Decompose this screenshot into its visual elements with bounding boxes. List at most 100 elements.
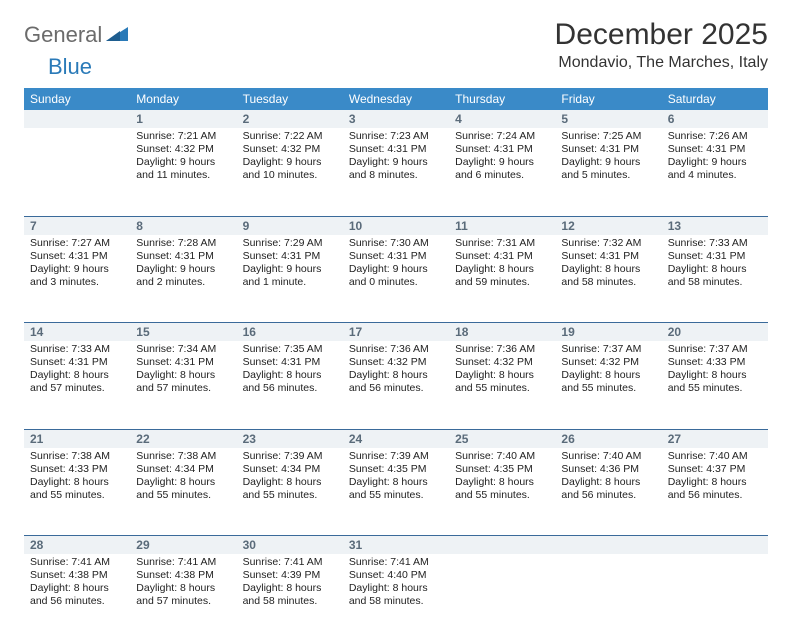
day-number: 26	[555, 430, 661, 448]
day-details: Sunrise: 7:33 AMSunset: 4:31 PMDaylight:…	[24, 341, 130, 400]
brand-text-blue: Blue	[48, 54, 92, 80]
week-row: Sunrise: 7:21 AMSunset: 4:32 PMDaylight:…	[24, 128, 768, 216]
day-cell: Sunrise: 7:36 AMSunset: 4:32 PMDaylight:…	[449, 341, 555, 429]
day-number: 29	[130, 536, 236, 554]
month-title: December 2025	[555, 18, 768, 52]
day-details: Sunrise: 7:41 AMSunset: 4:39 PMDaylight:…	[237, 554, 343, 613]
daynum-cell	[24, 110, 130, 128]
brand-text-general: General	[24, 22, 102, 48]
day-cell: Sunrise: 7:40 AMSunset: 4:36 PMDaylight:…	[555, 448, 661, 536]
day-details: Sunrise: 7:33 AMSunset: 4:31 PMDaylight:…	[662, 235, 768, 294]
daynum-row: 123456	[24, 110, 768, 128]
day-details: Sunrise: 7:36 AMSunset: 4:32 PMDaylight:…	[449, 341, 555, 400]
daynum-cell: 23	[237, 429, 343, 448]
daynum-row: 28293031	[24, 536, 768, 555]
day-details: Sunrise: 7:21 AMSunset: 4:32 PMDaylight:…	[130, 128, 236, 187]
week-row: Sunrise: 7:33 AMSunset: 4:31 PMDaylight:…	[24, 341, 768, 429]
daynum-cell: 8	[130, 216, 236, 235]
day-cell: Sunrise: 7:39 AMSunset: 4:35 PMDaylight:…	[343, 448, 449, 536]
day-details: Sunrise: 7:41 AMSunset: 4:40 PMDaylight:…	[343, 554, 449, 613]
day-number: 4	[449, 110, 555, 128]
weekday-header: Monday	[130, 88, 236, 110]
daynum-cell: 13	[662, 216, 768, 235]
day-details: Sunrise: 7:39 AMSunset: 4:35 PMDaylight:…	[343, 448, 449, 507]
day-number: 31	[343, 536, 449, 554]
daynum-cell: 27	[662, 429, 768, 448]
day-cell: Sunrise: 7:33 AMSunset: 4:31 PMDaylight:…	[662, 235, 768, 323]
brand-logo: General	[24, 22, 130, 48]
weekday-header: Friday	[555, 88, 661, 110]
daynum-cell: 14	[24, 323, 130, 342]
calendar-page: General December 2025 Mondavio, The Marc…	[0, 0, 792, 612]
day-cell: Sunrise: 7:39 AMSunset: 4:34 PMDaylight:…	[237, 448, 343, 536]
day-cell: Sunrise: 7:38 AMSunset: 4:33 PMDaylight:…	[24, 448, 130, 536]
day-number: 19	[555, 323, 661, 341]
day-cell: Sunrise: 7:34 AMSunset: 4:31 PMDaylight:…	[130, 341, 236, 429]
day-number: 6	[662, 110, 768, 128]
day-details: Sunrise: 7:38 AMSunset: 4:34 PMDaylight:…	[130, 448, 236, 507]
daynum-row: 21222324252627	[24, 429, 768, 448]
day-details: Sunrise: 7:30 AMSunset: 4:31 PMDaylight:…	[343, 235, 449, 294]
day-details: Sunrise: 7:40 AMSunset: 4:36 PMDaylight:…	[555, 448, 661, 507]
daynum-cell: 6	[662, 110, 768, 128]
daynum-cell: 31	[343, 536, 449, 555]
daynum-cell: 18	[449, 323, 555, 342]
daynum-cell: 17	[343, 323, 449, 342]
day-number: 15	[130, 323, 236, 341]
daynum-cell: 4	[449, 110, 555, 128]
weekday-header: Saturday	[662, 88, 768, 110]
day-number: 30	[237, 536, 343, 554]
daynum-cell: 10	[343, 216, 449, 235]
day-number: 14	[24, 323, 130, 341]
day-number: 2	[237, 110, 343, 128]
daynum-cell: 2	[237, 110, 343, 128]
daynum-cell: 26	[555, 429, 661, 448]
day-cell: Sunrise: 7:36 AMSunset: 4:32 PMDaylight:…	[343, 341, 449, 429]
day-cell: Sunrise: 7:41 AMSunset: 4:40 PMDaylight:…	[343, 554, 449, 642]
daynum-row: 14151617181920	[24, 323, 768, 342]
daynum-cell: 21	[24, 429, 130, 448]
day-number: 24	[343, 430, 449, 448]
day-details: Sunrise: 7:23 AMSunset: 4:31 PMDaylight:…	[343, 128, 449, 187]
day-cell	[555, 554, 661, 642]
day-details: Sunrise: 7:37 AMSunset: 4:33 PMDaylight:…	[662, 341, 768, 400]
day-number: 7	[24, 217, 130, 235]
daynum-cell	[662, 536, 768, 555]
day-cell: Sunrise: 7:33 AMSunset: 4:31 PMDaylight:…	[24, 341, 130, 429]
day-cell: Sunrise: 7:29 AMSunset: 4:31 PMDaylight:…	[237, 235, 343, 323]
day-cell	[662, 554, 768, 642]
day-details: Sunrise: 7:38 AMSunset: 4:33 PMDaylight:…	[24, 448, 130, 507]
day-number: 13	[662, 217, 768, 235]
week-row: Sunrise: 7:27 AMSunset: 4:31 PMDaylight:…	[24, 235, 768, 323]
daynum-cell: 25	[449, 429, 555, 448]
weekday-header: Thursday	[449, 88, 555, 110]
day-details: Sunrise: 7:29 AMSunset: 4:31 PMDaylight:…	[237, 235, 343, 294]
day-cell	[449, 554, 555, 642]
day-cell: Sunrise: 7:35 AMSunset: 4:31 PMDaylight:…	[237, 341, 343, 429]
day-cell: Sunrise: 7:40 AMSunset: 4:37 PMDaylight:…	[662, 448, 768, 536]
day-cell: Sunrise: 7:32 AMSunset: 4:31 PMDaylight:…	[555, 235, 661, 323]
week-row: Sunrise: 7:41 AMSunset: 4:38 PMDaylight:…	[24, 554, 768, 642]
day-details: Sunrise: 7:32 AMSunset: 4:31 PMDaylight:…	[555, 235, 661, 294]
daynum-cell: 1	[130, 110, 236, 128]
day-number: 3	[343, 110, 449, 128]
day-details: Sunrise: 7:40 AMSunset: 4:35 PMDaylight:…	[449, 448, 555, 507]
day-number: 20	[662, 323, 768, 341]
day-cell: Sunrise: 7:41 AMSunset: 4:39 PMDaylight:…	[237, 554, 343, 642]
day-number: 8	[130, 217, 236, 235]
daynum-cell: 5	[555, 110, 661, 128]
day-number: 27	[662, 430, 768, 448]
daynum-row: 78910111213	[24, 216, 768, 235]
daynum-cell: 19	[555, 323, 661, 342]
day-details: Sunrise: 7:41 AMSunset: 4:38 PMDaylight:…	[130, 554, 236, 613]
daynum-cell: 29	[130, 536, 236, 555]
day-cell: Sunrise: 7:30 AMSunset: 4:31 PMDaylight:…	[343, 235, 449, 323]
daynum-cell: 12	[555, 216, 661, 235]
day-details: Sunrise: 7:34 AMSunset: 4:31 PMDaylight:…	[130, 341, 236, 400]
day-cell: Sunrise: 7:38 AMSunset: 4:34 PMDaylight:…	[130, 448, 236, 536]
daynum-cell: 24	[343, 429, 449, 448]
day-details: Sunrise: 7:25 AMSunset: 4:31 PMDaylight:…	[555, 128, 661, 187]
day-cell: Sunrise: 7:37 AMSunset: 4:32 PMDaylight:…	[555, 341, 661, 429]
daynum-cell: 20	[662, 323, 768, 342]
day-details: Sunrise: 7:39 AMSunset: 4:34 PMDaylight:…	[237, 448, 343, 507]
